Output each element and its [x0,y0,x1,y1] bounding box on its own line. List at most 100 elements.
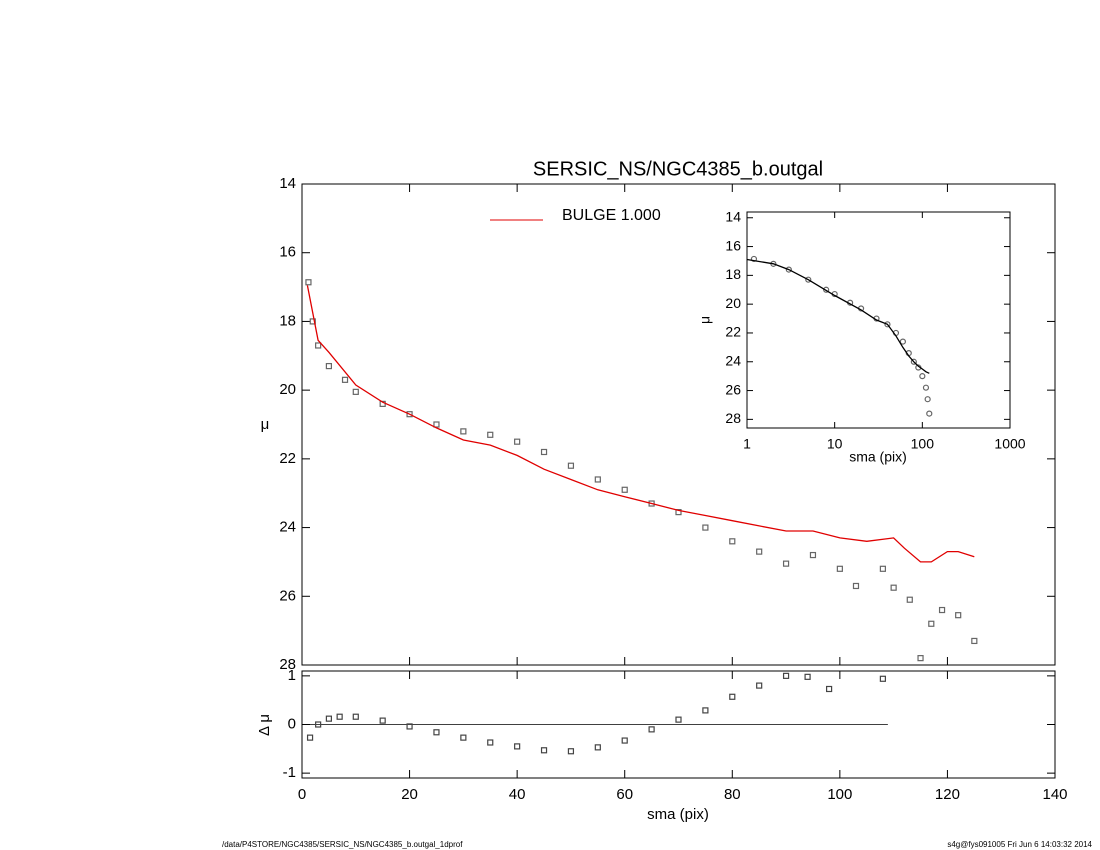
data-point [971,637,978,645]
data-point [315,342,322,349]
data-point [782,560,790,567]
data-point [852,582,860,590]
data-point [928,620,935,627]
x-axis-label: sma (pix) [647,806,709,823]
data-point [910,358,917,365]
data-point [460,734,467,741]
data-point [567,748,575,755]
model-line [746,258,930,374]
legend-label: BULGE 1.000 [562,207,661,224]
data-point [487,739,494,746]
data-point [540,747,548,754]
data-point [924,396,931,403]
data-point [906,596,913,603]
data-point [809,551,817,559]
data-point [336,713,343,720]
data-point [729,693,736,700]
y-tick-label: 22 [725,324,741,340]
data-point [309,318,316,325]
x-tick-label: 60 [616,786,633,803]
data-point [879,565,886,572]
x-tick-label: 80 [724,786,741,803]
x-tick-label: 100 [827,786,852,803]
data-point [890,584,897,591]
y-tick-label: 1 [288,667,296,684]
y-tick-label: 20 [279,381,296,398]
data-point [594,476,601,483]
data-point [621,486,628,493]
y-tick-label: 26 [725,381,741,397]
data-point [825,685,833,693]
x-tick-label: 20 [401,786,418,803]
footer-left: /data/P4STORE/NGC4385/SERSIC_NS/NGC4385_… [222,840,463,849]
data-point [352,388,359,395]
data-point [879,675,886,682]
data-point [315,721,322,728]
x-tick-label: 1 [743,436,751,452]
data-point [884,321,891,328]
data-point [433,729,440,736]
data-point [306,734,314,741]
model-line [306,285,975,563]
data-point [823,286,830,293]
data-point [750,255,758,263]
y-tick-label: 14 [279,175,296,192]
data-point [836,565,843,572]
y-tick-label: 20 [725,295,741,311]
x-tick-label: 100 [911,436,935,452]
data-point [567,462,575,469]
y-tick-label: 18 [725,266,741,282]
data-point [756,682,763,689]
data-point [514,438,521,445]
data-point [325,362,332,370]
data-point [305,279,312,286]
data-point [782,672,790,679]
data-point [919,373,926,380]
data-point [621,737,628,744]
inset-x-label: sma (pix) [849,449,907,465]
data-point [805,276,812,283]
data-point [922,384,930,391]
data-point [804,673,811,680]
data-point [352,713,359,720]
data-point [460,428,467,435]
data-point [325,715,332,722]
data-point [899,338,906,345]
x-tick-label: 1000 [994,436,1025,452]
y-tick-label: -1 [283,764,296,781]
data-point [702,524,709,531]
y-axis-label: Δ μ [256,714,273,736]
data-point [756,548,763,555]
footer-right: s4g@fys091005 Fri Jun 6 14:03:32 2014 [947,840,1092,849]
y-tick-label: 16 [279,244,296,261]
data-point [433,421,440,428]
x-tick-label: 120 [935,786,960,803]
data-point [487,431,494,438]
y-tick-label: 28 [279,656,296,673]
y-tick-label: 28 [725,410,741,426]
y-tick-label: 16 [725,237,741,253]
data-point [648,726,655,733]
y-tick-label: 0 [288,715,296,732]
data-point [938,606,946,614]
y-tick-label: 26 [279,587,296,604]
x-tick-label: 10 [827,436,843,452]
x-tick-label: 140 [1042,786,1067,803]
y-tick-label: 24 [725,352,741,368]
data-point [675,716,682,723]
plot-frame [746,211,1011,429]
x-tick-label: 40 [509,786,526,803]
data-point [926,410,933,417]
y-tick-label: 14 [725,208,741,224]
inset-y-label: μ [697,316,713,324]
data-point [702,707,709,714]
data-point [379,717,386,724]
plot-frame [301,183,1056,666]
data-point [594,744,601,751]
data-point [785,266,792,273]
data-point [917,655,924,662]
data-point [406,723,413,730]
data-point [540,448,548,456]
